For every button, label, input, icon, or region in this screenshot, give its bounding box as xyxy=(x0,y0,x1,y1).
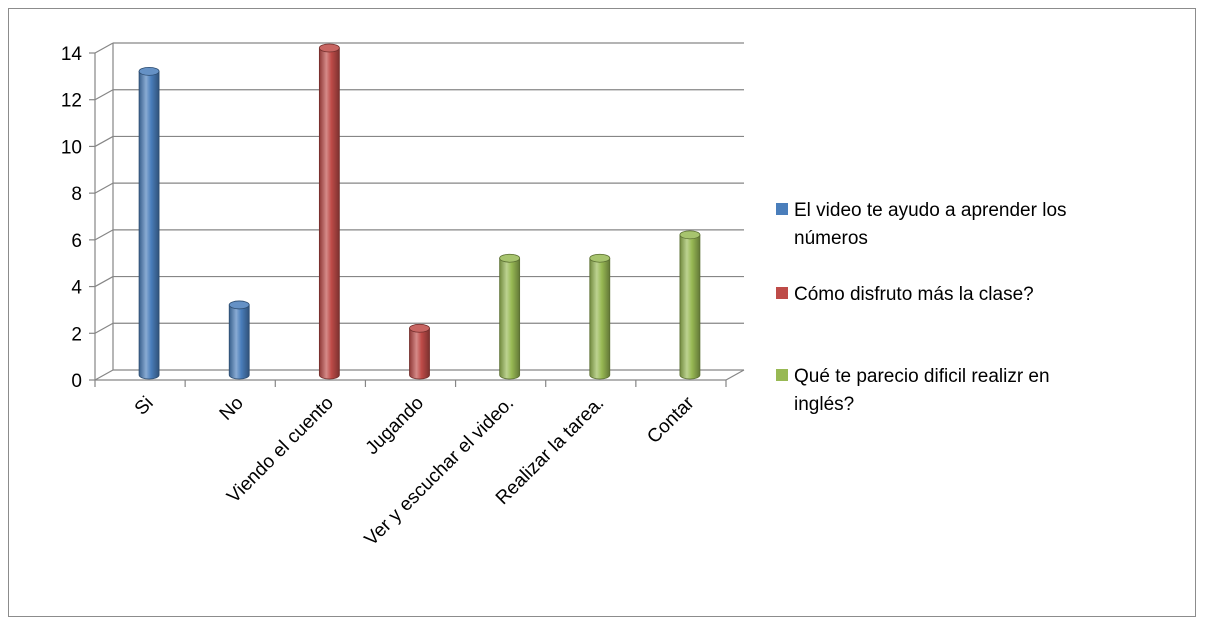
legend-label: Qué te parecio dificil realizr en xyxy=(794,366,1050,387)
y-tick-label: 0 xyxy=(71,371,82,392)
gridline-depth xyxy=(94,229,114,241)
bar xyxy=(679,230,701,380)
gridline-depth xyxy=(94,369,114,381)
legend-label: Cómo disfruto más la clase? xyxy=(794,284,1034,305)
legend-swatch xyxy=(776,369,788,381)
gridline-depth xyxy=(94,182,114,194)
bar-top xyxy=(499,253,521,263)
legend-entry: Cómo disfruto más la clase? xyxy=(776,284,1034,305)
bar-body xyxy=(589,257,611,380)
legend-entry: Qué te parecio dificil realizr en inglés? xyxy=(776,366,1050,415)
y-tick-label: 8 xyxy=(71,184,82,205)
bar-top xyxy=(318,43,340,53)
bar xyxy=(409,323,430,380)
bar-body xyxy=(138,70,160,380)
bar xyxy=(228,300,250,380)
gridline-depth xyxy=(94,135,114,147)
y-tick-label: 6 xyxy=(71,231,82,252)
bar-top xyxy=(679,230,701,240)
gridline-depth xyxy=(94,276,114,288)
x-category-label: Jugando xyxy=(362,393,428,459)
y-tick-label: 14 xyxy=(61,44,83,65)
y-tick-label: 10 xyxy=(61,137,82,158)
bar xyxy=(318,43,340,380)
legend-swatch xyxy=(776,203,788,215)
bar-body xyxy=(679,234,701,380)
bar xyxy=(589,253,611,380)
x-axis-depth xyxy=(725,369,745,381)
x-category-label: Ver y escuchar el video. xyxy=(361,393,518,550)
axes xyxy=(89,43,745,387)
gridline-depth xyxy=(94,89,114,101)
bar xyxy=(138,66,160,380)
bar-body xyxy=(409,327,430,380)
x-category-label: Si xyxy=(131,393,158,420)
x-category-label: Contar xyxy=(643,392,699,448)
legend-label: inglés? xyxy=(794,394,854,415)
gridline-depth xyxy=(94,322,114,334)
bar xyxy=(499,253,521,380)
bar-body xyxy=(228,304,250,380)
bar-top xyxy=(589,253,611,263)
bar-top xyxy=(409,323,430,333)
bars xyxy=(138,43,701,380)
bar-top xyxy=(138,66,160,76)
legend-label: El video te ayudo a aprender los xyxy=(794,200,1067,221)
bar-body xyxy=(499,257,521,380)
y-tick-label: 12 xyxy=(61,91,82,112)
x-category-label: No xyxy=(216,393,248,425)
y-tick-label: 4 xyxy=(71,278,82,299)
gridline-depth xyxy=(94,42,114,54)
legend: El video te ayudo a aprender los números C… xyxy=(776,200,1067,415)
y-tick-labels: 0 2 4 6 8 10 12 14 xyxy=(61,44,83,392)
bar-top xyxy=(228,300,250,310)
legend-swatch xyxy=(776,287,788,299)
gridlines xyxy=(94,42,744,381)
legend-entry: El video te ayudo a aprender los números xyxy=(776,200,1067,249)
legend-label: números xyxy=(794,228,868,249)
y-tick-label: 2 xyxy=(71,324,82,345)
bar-body xyxy=(318,47,340,380)
